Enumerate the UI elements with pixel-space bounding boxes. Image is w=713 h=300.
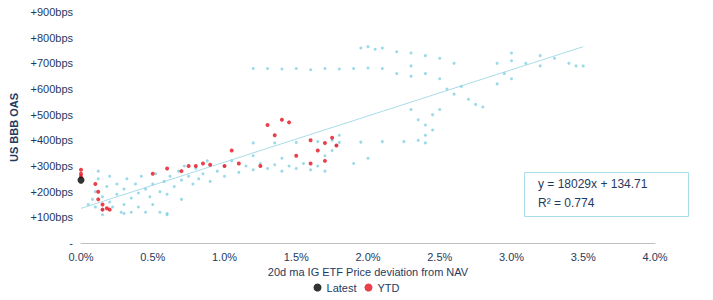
svg-text:1.5%: 1.5% [284,251,309,263]
svg-text:y = 18029x + 134.71: y = 18029x + 134.71 [538,177,648,191]
svg-text:4.0%: 4.0% [642,251,667,263]
svg-text:+200bps: +200bps [30,186,73,198]
svg-text:20d ma IG ETF Price deviation: 20d ma IG ETF Price deviation from NAV [268,266,469,278]
svg-text:2.5%: 2.5% [427,251,452,263]
svg-text:YTD: YTD [377,282,399,294]
svg-text:0.5%: 0.5% [140,251,165,263]
svg-text:+300bps: +300bps [30,160,73,172]
svg-text:+400bps: +400bps [30,134,73,146]
svg-text:0.0%: 0.0% [68,251,93,263]
svg-text:-: - [69,237,73,249]
svg-text:+100bps: +100bps [30,211,73,223]
svg-text:US BBB OAS: US BBB OAS [8,93,20,162]
svg-text:+700bps: +700bps [30,57,73,69]
svg-text:2.0%: 2.0% [355,251,380,263]
svg-text:Latest: Latest [327,282,357,294]
svg-text:R² = 0.774: R² = 0.774 [538,196,595,210]
svg-text:+600bps: +600bps [30,83,73,95]
svg-text:+800bps: +800bps [30,32,73,44]
svg-text:+900bps: +900bps [30,6,73,18]
svg-text:+500bps: +500bps [30,109,73,121]
svg-text:1.0%: 1.0% [212,251,237,263]
svg-text:3.0%: 3.0% [499,251,524,263]
svg-text:3.5%: 3.5% [571,251,596,263]
